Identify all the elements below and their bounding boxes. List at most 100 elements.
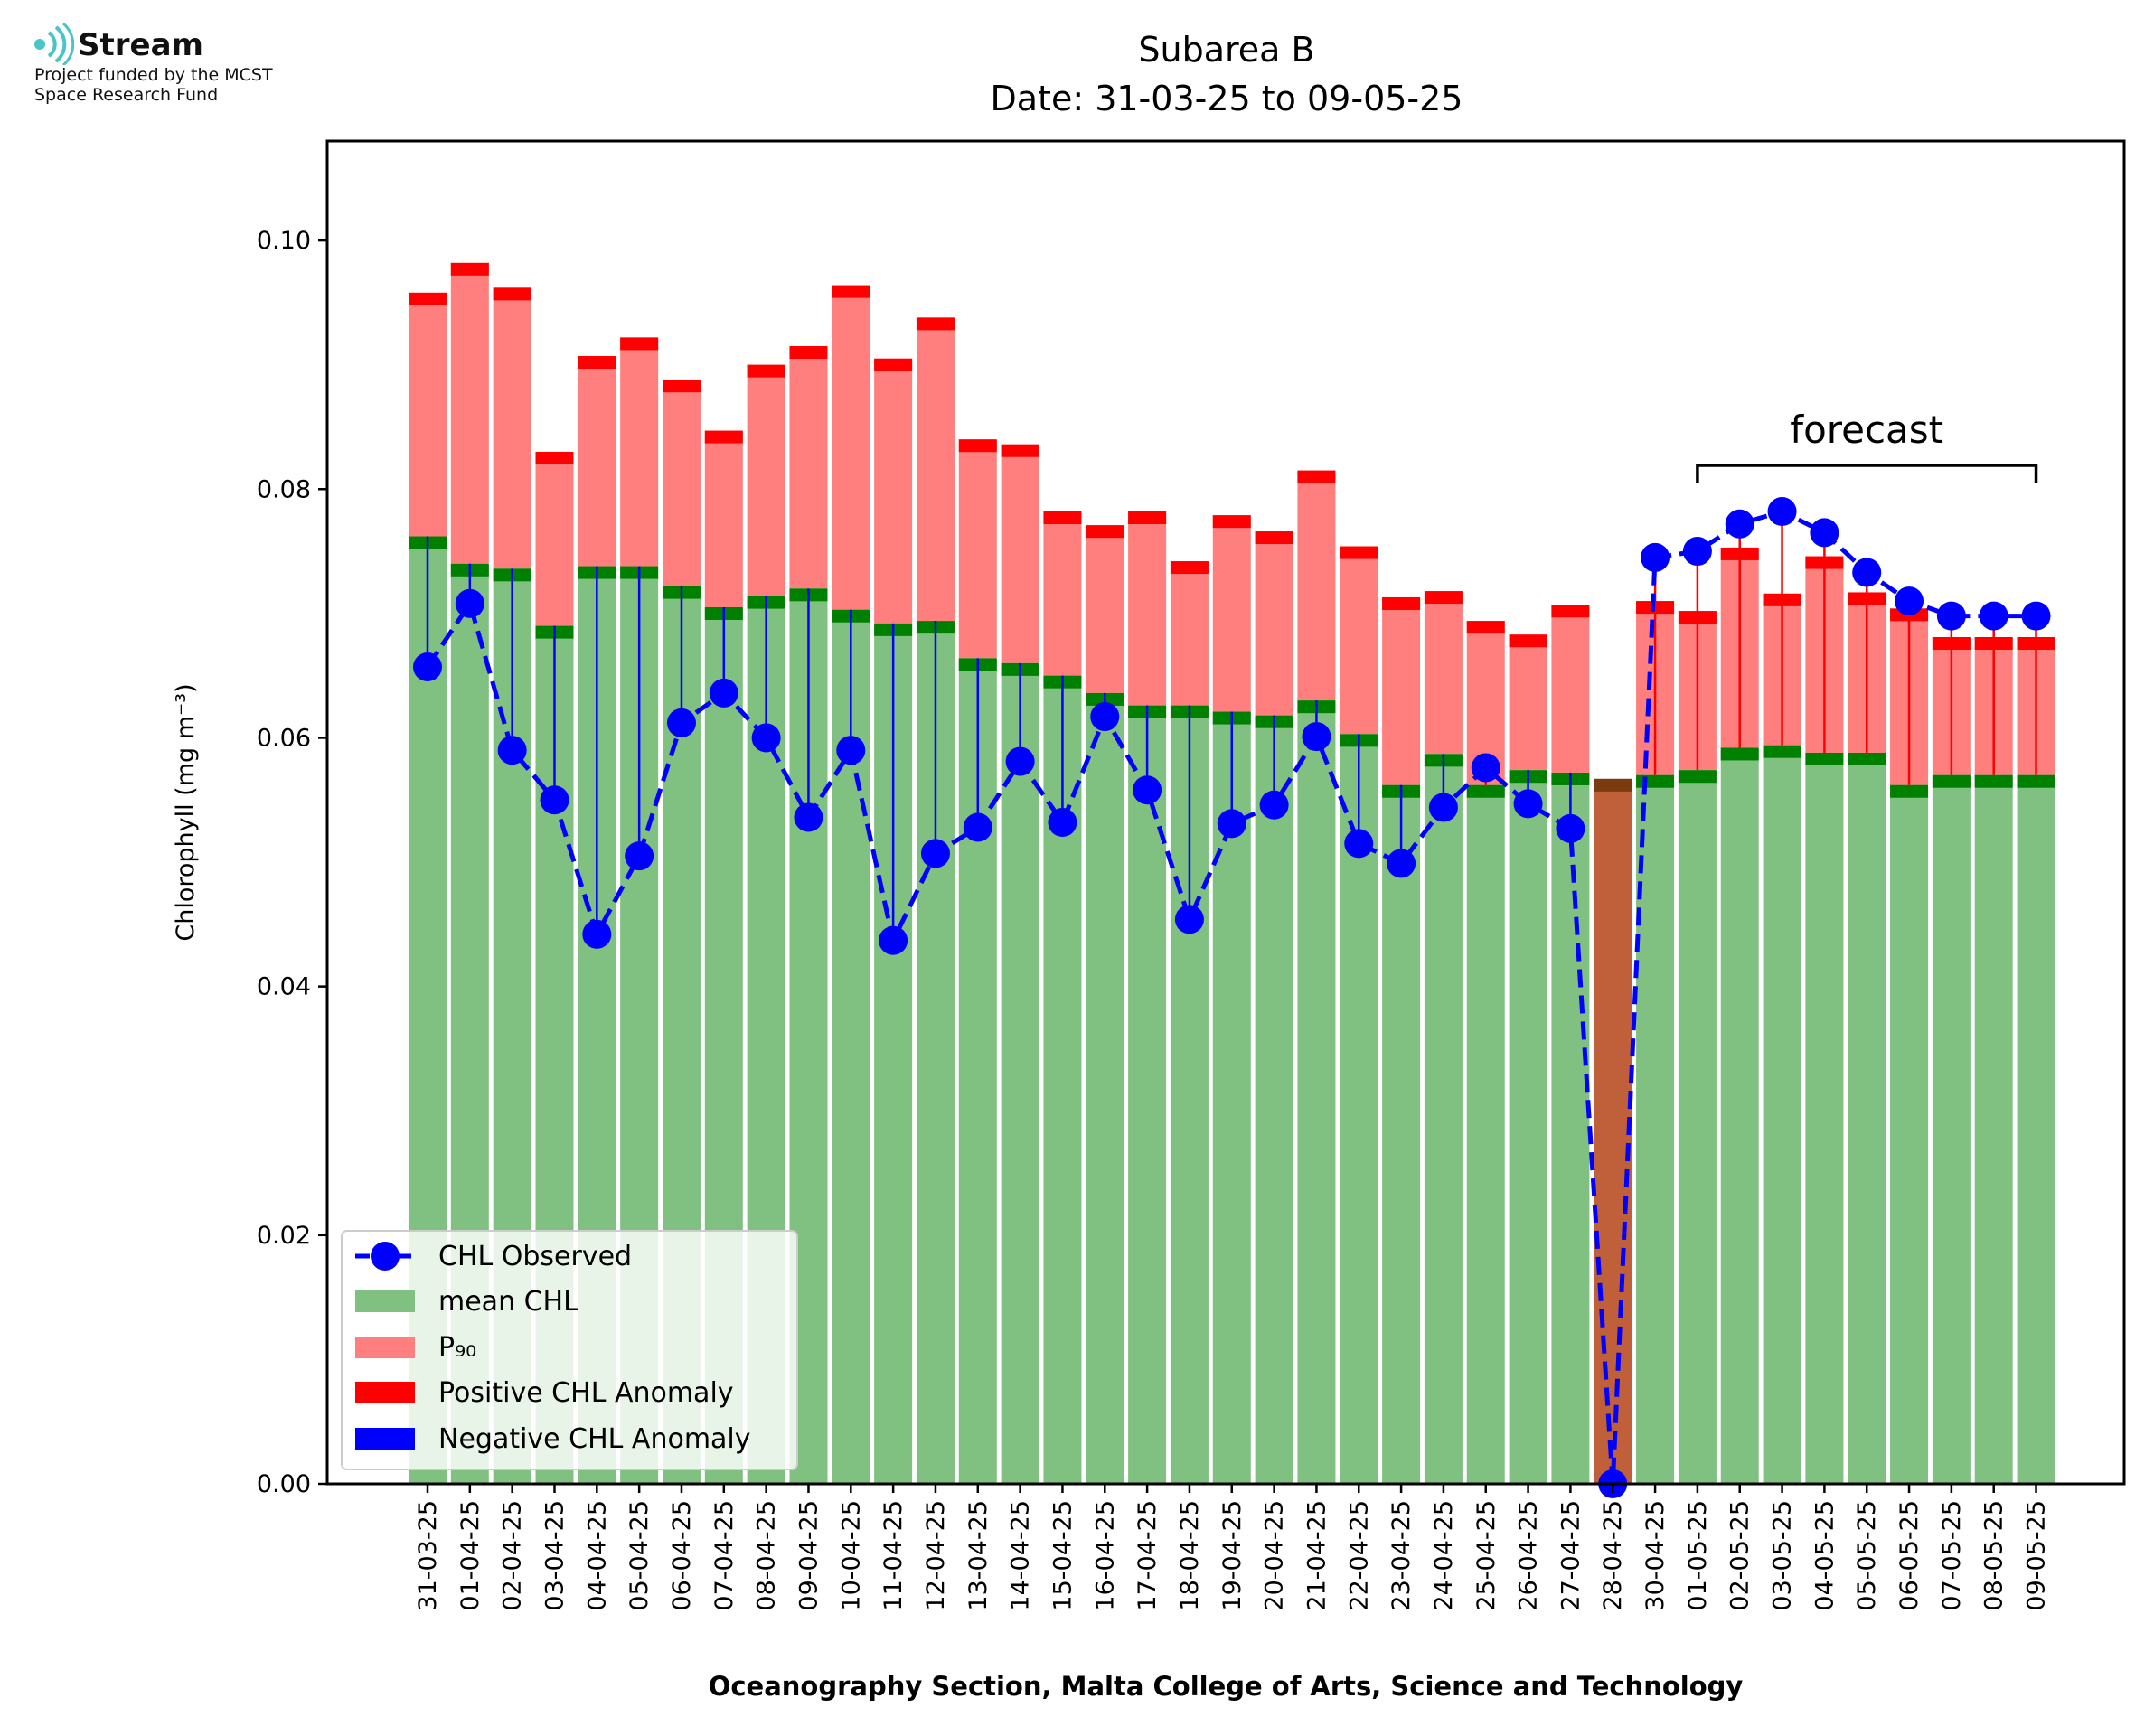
bar-group xyxy=(1001,444,1039,1484)
legend-label: mean CHL xyxy=(438,1286,578,1318)
p90-bar-cap xyxy=(1212,515,1251,529)
x-tick-label: 04-05-25 xyxy=(1811,1500,1839,1611)
p90-bar-cap xyxy=(704,430,743,444)
p90-bar xyxy=(1043,511,1082,676)
p90-bar xyxy=(832,285,870,610)
bar-group xyxy=(1636,557,1675,1484)
mean-bar xyxy=(1848,752,1886,1484)
x-axis: 31-03-25 01-04-25 02-04-25 03-04-25 04-04-25… xyxy=(414,1484,2051,1611)
legend-label: Positive CHL Anomaly xyxy=(438,1377,734,1409)
observed-point xyxy=(1767,497,1797,527)
observed-point xyxy=(625,841,654,871)
bar-group xyxy=(1594,778,1632,1484)
x-tick-label: 06-04-25 xyxy=(668,1500,696,1611)
mean-bar xyxy=(1212,711,1251,1484)
y-tick-label: 0.08 xyxy=(257,475,311,503)
bar-group xyxy=(789,346,828,1484)
observed-point xyxy=(1513,789,1543,819)
observed-point xyxy=(1048,808,1077,838)
observed-point xyxy=(1641,542,1670,572)
mean-bar xyxy=(2017,774,2055,1484)
x-tick-label: 27-04-25 xyxy=(1557,1500,1585,1611)
observed-point xyxy=(497,736,527,765)
bar-group xyxy=(832,285,870,1484)
x-tick-label: 02-04-25 xyxy=(499,1500,527,1611)
mean-bar-cap xyxy=(1678,770,1717,784)
p90-bar-cap xyxy=(535,451,574,464)
legend-negative-swatch xyxy=(355,1428,415,1450)
x-tick-label: 16-04-25 xyxy=(1091,1500,1119,1611)
p90-bar-cap xyxy=(1001,444,1039,457)
bar-group xyxy=(1466,621,1505,1484)
x-tick-label: 08-04-25 xyxy=(753,1500,781,1611)
x-tick-label: 28-04-25 xyxy=(1599,1500,1627,1611)
x-tick-label: 23-04-25 xyxy=(1387,1500,1416,1611)
x-tick-label: 09-04-25 xyxy=(795,1500,823,1611)
legend-observed-marker xyxy=(371,1242,400,1271)
x-tick-label: 14-04-25 xyxy=(1007,1500,1035,1611)
bar-group xyxy=(1382,596,1421,1484)
bar-group xyxy=(1848,572,1886,1484)
observed-point xyxy=(1090,702,1120,732)
p90-bar-cap xyxy=(450,262,489,276)
chart-subtitle: Date: 31-03-25 to 09-05-25 xyxy=(991,79,1463,118)
missing-bar-cap xyxy=(1594,778,1632,792)
p90-bar xyxy=(1128,511,1167,706)
p90-bar xyxy=(874,358,913,624)
bar-group xyxy=(1509,634,1547,1484)
bar-group xyxy=(1551,605,1590,1484)
mean-bar-cap xyxy=(1636,774,1675,788)
bar-group xyxy=(1678,551,1717,1484)
bar-group xyxy=(1340,546,1378,1484)
observed-point xyxy=(1725,509,1754,539)
p90-bar xyxy=(789,346,828,589)
observed-point xyxy=(1005,746,1035,776)
observed-point xyxy=(879,925,908,955)
p90-bar-cap xyxy=(1128,511,1167,525)
p90-bar xyxy=(1255,531,1293,716)
bar-group xyxy=(1043,511,1082,1484)
mean-bar-cap xyxy=(1848,752,1886,765)
observed-point xyxy=(963,812,992,842)
bar-group xyxy=(1255,531,1293,1484)
observed-point xyxy=(709,678,738,708)
p90-bar xyxy=(747,364,785,596)
x-tick-label: 12-04-25 xyxy=(922,1500,950,1611)
x-tick-label: 31-03-25 xyxy=(414,1500,442,1611)
mean-bar xyxy=(1297,700,1336,1484)
x-tick-label: 25-04-25 xyxy=(1472,1500,1500,1611)
legend-positive-swatch xyxy=(355,1382,415,1403)
x-tick-label: 07-05-25 xyxy=(1938,1500,1966,1611)
mean-bar-cap xyxy=(1890,784,1929,798)
bar-group xyxy=(1720,523,1759,1484)
x-tick-label: 06-05-25 xyxy=(1895,1500,1924,1611)
observed-point xyxy=(1810,518,1839,548)
mean-bar xyxy=(1720,747,1759,1484)
x-tick-label: 04-04-25 xyxy=(583,1500,611,1611)
bar-group xyxy=(874,358,913,1484)
mean-bar-cap xyxy=(1974,774,2013,788)
legend-label: P₉₀ xyxy=(438,1332,476,1364)
bar-group xyxy=(1212,515,1251,1484)
mean-bar xyxy=(1763,745,1801,1484)
p90-bar xyxy=(1509,634,1547,771)
bar-group xyxy=(1932,615,1971,1484)
x-tick-label: 13-04-25 xyxy=(964,1500,992,1611)
bar-group xyxy=(1297,470,1336,1484)
plot-area xyxy=(409,262,2055,1498)
x-tick-label: 19-04-25 xyxy=(1218,1500,1246,1611)
stream-logo-icon xyxy=(34,23,74,65)
p90-bar-cap xyxy=(1424,591,1463,605)
mean-bar xyxy=(1466,784,1505,1484)
mean-bar-cap xyxy=(1466,784,1505,798)
x-tick-label: 03-05-25 xyxy=(1769,1500,1797,1611)
legend: CHL Observed mean CHL P₉₀ Positive CHL Anom… xyxy=(341,1230,798,1470)
legend-mean-swatch xyxy=(355,1290,415,1312)
x-tick-label: 05-04-25 xyxy=(626,1500,654,1611)
p90-bar xyxy=(620,337,659,567)
x-tick-label: 20-04-25 xyxy=(1261,1500,1289,1611)
x-axis-label: Oceanography Section, Malta College of A… xyxy=(709,1671,1744,1702)
observed-point xyxy=(1895,586,1924,616)
observed-point xyxy=(1259,790,1289,820)
